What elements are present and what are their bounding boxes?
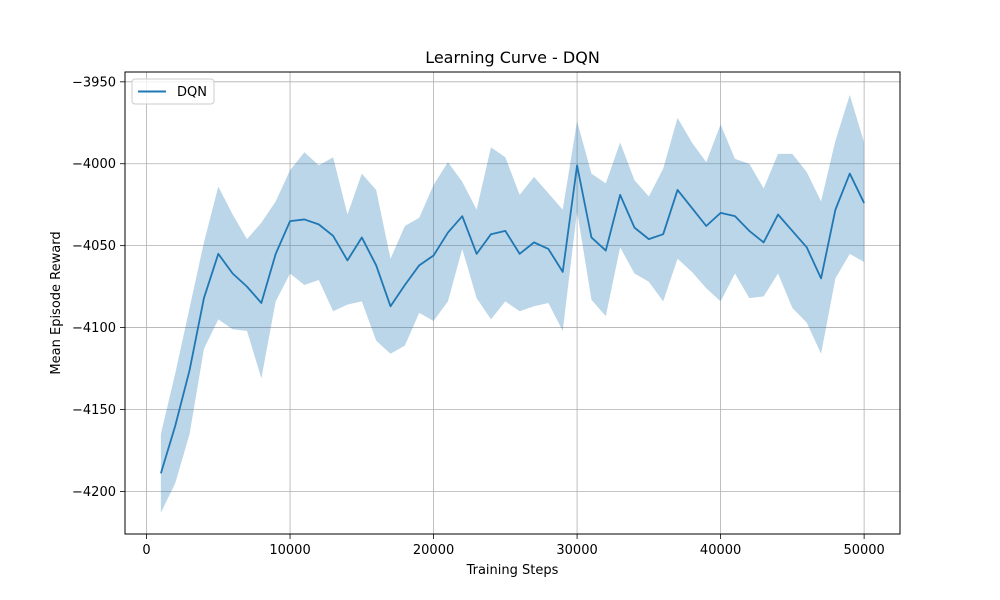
y-tick-label: −4100 xyxy=(72,321,116,336)
y-tick-label: −3950 xyxy=(72,75,116,90)
y-tick-label: −4050 xyxy=(72,239,116,254)
chart-title: Learning Curve - DQN xyxy=(425,48,600,67)
legend: DQN xyxy=(131,78,215,105)
x-tick-label: 20000 xyxy=(413,543,454,558)
grid xyxy=(125,72,900,534)
y-axis-ticks: −4200 −4150 −4100 −4050 −4000 −3950 xyxy=(72,75,125,500)
x-tick-label: 50000 xyxy=(843,543,884,558)
y-tick-label: −4200 xyxy=(72,485,116,500)
confidence-band-layer xyxy=(160,94,865,513)
x-tick-label: 30000 xyxy=(556,543,597,558)
x-axis-ticks: 0 10000 20000 30000 40000 50000 xyxy=(142,534,885,558)
legend-label-dqn: DQN xyxy=(177,85,207,100)
x-axis-title: Training Steps xyxy=(466,563,559,578)
confidence-band xyxy=(160,94,865,513)
series-line-dqn xyxy=(160,164,865,474)
x-tick-label: 40000 xyxy=(700,543,741,558)
series-line-layer xyxy=(160,164,865,474)
y-tick-label: −4000 xyxy=(72,157,116,172)
x-tick-label: 10000 xyxy=(269,543,310,558)
x-tick-label: 0 xyxy=(142,543,150,558)
plot-frame xyxy=(124,71,901,535)
y-tick-label: −4150 xyxy=(72,403,116,418)
y-axis-title: Mean Episode Reward xyxy=(49,231,64,374)
legend-box xyxy=(131,78,215,105)
